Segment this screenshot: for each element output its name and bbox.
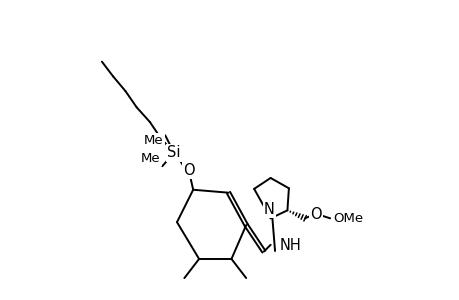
Text: N: N bbox=[263, 202, 274, 217]
Text: Me: Me bbox=[144, 134, 163, 147]
Text: O: O bbox=[310, 207, 321, 222]
Text: Si: Si bbox=[167, 146, 180, 160]
Text: Me: Me bbox=[141, 152, 161, 165]
Text: OMe: OMe bbox=[333, 212, 363, 225]
Text: NH: NH bbox=[280, 238, 301, 253]
Text: O: O bbox=[183, 163, 194, 178]
